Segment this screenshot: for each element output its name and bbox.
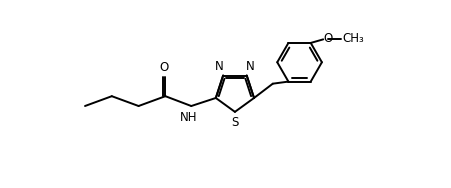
Text: N: N — [215, 60, 223, 73]
Text: O: O — [323, 32, 332, 45]
Text: CH₃: CH₃ — [341, 32, 363, 45]
Text: S: S — [231, 116, 238, 129]
Text: N: N — [245, 60, 254, 73]
Text: NH: NH — [180, 111, 198, 124]
Text: O: O — [160, 61, 169, 74]
